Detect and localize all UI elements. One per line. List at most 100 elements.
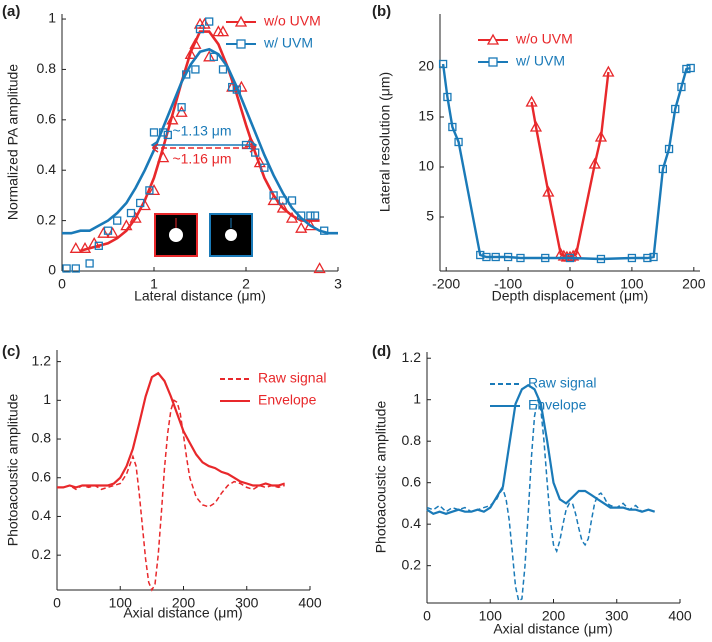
y-tick-label: 1 bbox=[413, 390, 421, 406]
x-tick-label: 400 bbox=[668, 608, 692, 624]
legend-marker bbox=[486, 33, 500, 45]
marker bbox=[62, 264, 71, 273]
marker bbox=[198, 17, 211, 29]
inset-spot bbox=[169, 228, 183, 242]
y-tick-label: 0.8 bbox=[402, 432, 422, 448]
marker bbox=[594, 130, 608, 142]
y-tick-label: 10 bbox=[418, 158, 434, 174]
marker bbox=[113, 216, 122, 225]
marker bbox=[85, 259, 94, 268]
x-tick-label: 100 bbox=[479, 608, 503, 624]
legend-label: Envelope bbox=[528, 397, 587, 413]
marker bbox=[94, 241, 103, 250]
marker bbox=[78, 241, 92, 253]
x-tick-label: 1 bbox=[150, 276, 158, 292]
marker bbox=[228, 82, 237, 92]
y-tick-label: 0.2 bbox=[32, 546, 52, 562]
marker bbox=[159, 128, 168, 137]
marker bbox=[163, 130, 172, 140]
marker bbox=[677, 82, 686, 92]
marker bbox=[138, 199, 151, 211]
marker bbox=[136, 198, 145, 208]
marker bbox=[97, 226, 110, 238]
y-tick-label: 20 bbox=[418, 58, 434, 74]
marker bbox=[149, 128, 159, 137]
x-tick-label: 2 bbox=[242, 276, 250, 292]
marker bbox=[276, 201, 289, 213]
marker bbox=[184, 47, 197, 59]
x-tick-label: 100 bbox=[620, 276, 644, 292]
marker bbox=[251, 148, 260, 157]
fit-curve bbox=[80, 30, 320, 253]
y-tick-label: 1.2 bbox=[32, 352, 52, 368]
marker bbox=[448, 122, 457, 132]
fit-curve bbox=[62, 47, 338, 235]
marker bbox=[658, 164, 668, 174]
y-tick-label: 0 bbox=[48, 262, 56, 278]
marker bbox=[313, 262, 326, 274]
x-tick-label: 0 bbox=[53, 595, 61, 611]
y-tick-label: 1.2 bbox=[402, 349, 422, 365]
marker bbox=[565, 253, 575, 263]
panel-label: (a) bbox=[2, 3, 20, 20]
marker bbox=[126, 208, 136, 218]
annotation-arrow bbox=[150, 143, 258, 153]
marker bbox=[482, 252, 491, 262]
x-axis-label: Axial distance (μm) bbox=[493, 621, 612, 637]
marker bbox=[71, 264, 80, 273]
x-tick-label: 300 bbox=[605, 608, 629, 624]
panel-label: (d) bbox=[372, 343, 391, 360]
legend-label: w/ UVM bbox=[515, 53, 565, 69]
x-axis-label: Lateral distance (μm) bbox=[134, 288, 266, 304]
y-tick-label: 0.6 bbox=[402, 473, 422, 489]
y-tick-label: 0.6 bbox=[37, 111, 57, 127]
marker bbox=[438, 59, 448, 69]
marker bbox=[682, 64, 691, 74]
marker bbox=[189, 37, 202, 49]
y-tick-label: 1 bbox=[43, 391, 51, 407]
marker bbox=[602, 65, 615, 77]
marker bbox=[157, 151, 170, 163]
marker bbox=[205, 17, 214, 26]
marker bbox=[542, 185, 555, 197]
marker bbox=[191, 65, 200, 74]
y-tick-label: 0.4 bbox=[37, 161, 57, 177]
annotation: ~1.13 μm bbox=[172, 123, 231, 139]
marker bbox=[267, 194, 280, 206]
marker bbox=[320, 226, 329, 235]
x-axis-label: Axial distance (μm) bbox=[123, 605, 242, 621]
y-tick-label: 0.2 bbox=[402, 556, 422, 572]
marker bbox=[443, 92, 452, 102]
marker bbox=[287, 196, 297, 205]
y-axis-label: Photoacoustic amplitude bbox=[373, 401, 389, 554]
marker bbox=[491, 252, 500, 262]
marker bbox=[232, 85, 241, 94]
marker bbox=[195, 24, 205, 34]
marker bbox=[297, 211, 306, 220]
y-tick-label: 0.4 bbox=[32, 507, 52, 523]
marker bbox=[145, 186, 154, 195]
legend-marker bbox=[236, 39, 246, 49]
line bbox=[57, 399, 285, 592]
marker bbox=[103, 226, 113, 235]
marker bbox=[306, 211, 315, 220]
y-tick-label: 0.8 bbox=[32, 430, 52, 446]
legend-label: w/o UVM bbox=[515, 31, 573, 47]
marker bbox=[596, 254, 606, 264]
marker bbox=[541, 253, 550, 263]
y-tick-label: 15 bbox=[418, 108, 434, 124]
y-tick-label: 0.8 bbox=[37, 60, 57, 76]
x-tick-label: 0 bbox=[423, 608, 431, 624]
inset-spot bbox=[225, 229, 237, 241]
marker bbox=[216, 25, 230, 37]
legend-marker bbox=[488, 57, 498, 67]
marker bbox=[285, 211, 299, 223]
x-tick-label: -200 bbox=[432, 276, 460, 292]
inset-images bbox=[154, 213, 253, 257]
x-tick-label: 200 bbox=[682, 276, 706, 292]
line bbox=[530, 71, 610, 259]
legend-marker bbox=[234, 15, 248, 27]
x-tick-label: 200 bbox=[542, 608, 566, 624]
y-axis-label: Photoacoustic amplitude bbox=[5, 394, 21, 547]
legend-label: Envelope bbox=[258, 392, 317, 408]
